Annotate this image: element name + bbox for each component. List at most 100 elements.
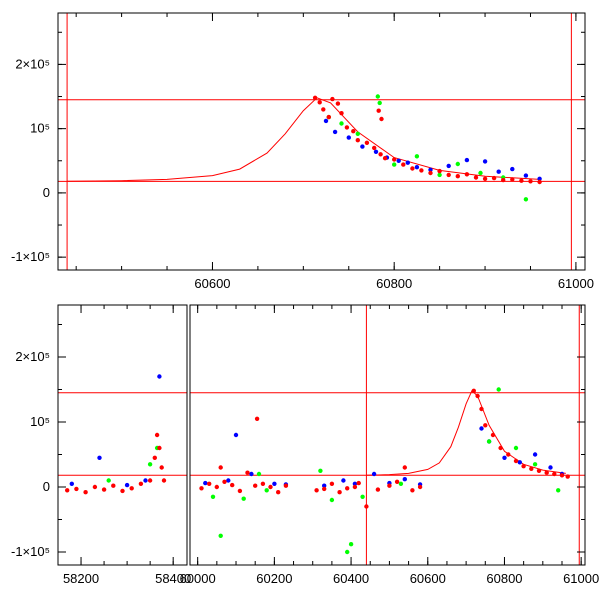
bottom-point-red: [356, 480, 361, 486]
top-point-blue: [446, 163, 451, 169]
top-point-blue: [414, 165, 420, 170]
top-point-red: [351, 129, 356, 134]
top-point-red: [473, 175, 479, 180]
top-y-tick-label: 0: [43, 185, 50, 200]
bottom-point-red: [152, 455, 157, 460]
top-point-green: [455, 161, 460, 167]
bottom-point-blue: [249, 471, 254, 477]
bottom-point-green: [264, 488, 269, 493]
bottom-point-green: [496, 387, 501, 392]
bottom-point-red: [536, 468, 542, 473]
top-point-blue: [464, 157, 470, 163]
bottom-point-blue: [233, 432, 239, 438]
bottom-point-blue: [157, 374, 162, 379]
top-point-green: [437, 172, 442, 178]
bottom-point-red: [375, 487, 381, 492]
bottom-point-red: [222, 479, 227, 484]
top-point-red: [317, 100, 322, 105]
top-point-red: [501, 177, 506, 183]
bottom-point-red: [253, 483, 258, 488]
bottom-point-red: [283, 483, 289, 488]
bottom-point-blue: [532, 452, 538, 457]
top-segment-0: [58, 13, 585, 270]
bottom-point-red: [513, 458, 519, 464]
bottom-point-red: [417, 484, 423, 490]
top-model-curve: [67, 97, 540, 182]
bottom-point-red: [552, 471, 557, 477]
bottom-point-blue: [479, 426, 484, 431]
bottom-point-green: [345, 549, 350, 555]
bottom-point-red: [322, 486, 327, 492]
top-plot-frame: [57, 12, 586, 271]
bottom-point-blue: [143, 478, 148, 483]
bottom-x-tick-label: 58400: [155, 571, 191, 586]
bottom-y-tick-label: 0: [43, 479, 50, 494]
bottom-segment-1: [190, 305, 585, 565]
bottom-point-red: [74, 486, 79, 492]
top-y-tick-label: -1×10⁵: [11, 249, 50, 264]
top-point-green: [523, 197, 529, 202]
bottom-point-blue: [203, 480, 208, 486]
top-point-red: [528, 179, 533, 184]
bottom-point-red: [471, 388, 476, 393]
bottom-point-red: [120, 488, 125, 494]
bottom-point-blue: [341, 478, 346, 483]
top-point-red: [379, 116, 384, 122]
top-point-green: [478, 170, 483, 176]
bottom-point-blue: [69, 481, 75, 486]
bottom-y-tick-label: 2×10⁵: [15, 349, 50, 364]
bottom-x-tick-label: 61000: [563, 571, 599, 586]
top-point-blue: [510, 166, 515, 172]
bottom-frame-1: [189, 304, 586, 566]
bottom-segment-0: [58, 374, 187, 495]
bottom-point-green: [106, 478, 111, 483]
bottom-point-red: [157, 445, 162, 451]
bottom-point-blue: [502, 455, 507, 460]
bottom-point-green: [329, 497, 335, 503]
top-point-red: [355, 138, 360, 143]
top-point-red: [326, 114, 331, 120]
top-point-green: [392, 162, 397, 167]
bottom-point-blue: [124, 482, 130, 488]
top-point-blue: [523, 173, 529, 178]
top-point-red: [482, 176, 488, 181]
top-x-tick-label: 61000: [558, 276, 594, 291]
bottom-point-green: [256, 471, 262, 477]
bottom-point-blue: [322, 483, 327, 488]
top-point-red: [510, 177, 515, 182]
bottom-point-red: [529, 466, 534, 471]
bottom-point-red: [345, 486, 350, 491]
bottom-point-red: [364, 504, 369, 509]
top-point-red: [392, 157, 397, 162]
top-point-red: [330, 96, 335, 102]
bottom-point-red: [506, 452, 511, 457]
bottom-point-green: [147, 462, 153, 467]
bottom-point-blue: [402, 477, 407, 482]
top-point-red: [428, 170, 433, 176]
bottom-point-blue: [272, 481, 277, 486]
bottom-point-red: [65, 488, 70, 493]
bottom-point-red: [268, 484, 273, 490]
top-y-tick-label: 10⁵: [30, 121, 50, 136]
top-point-green: [355, 131, 360, 136]
bottom-point-red: [207, 481, 212, 486]
top-point-red: [372, 145, 377, 151]
bottom-y-tick-label: 10⁵: [30, 414, 50, 429]
bottom-point-red: [147, 478, 153, 483]
top-point-blue: [360, 144, 365, 149]
bottom-point-green: [556, 488, 561, 493]
top-point-blue: [405, 160, 410, 165]
bottom-point-blue: [226, 478, 231, 483]
top-point-blue: [373, 149, 379, 154]
bottom-point-red: [544, 470, 549, 475]
top-point-green: [377, 100, 382, 106]
bottom-point-red: [314, 488, 319, 493]
top-point-red: [344, 125, 350, 130]
bottom-point-red: [387, 483, 392, 488]
top-point-red: [537, 179, 542, 185]
top-point-green: [339, 121, 344, 126]
bottom-point-red: [483, 423, 488, 428]
bottom-point-red: [254, 416, 260, 421]
bottom-point-red: [237, 488, 243, 494]
